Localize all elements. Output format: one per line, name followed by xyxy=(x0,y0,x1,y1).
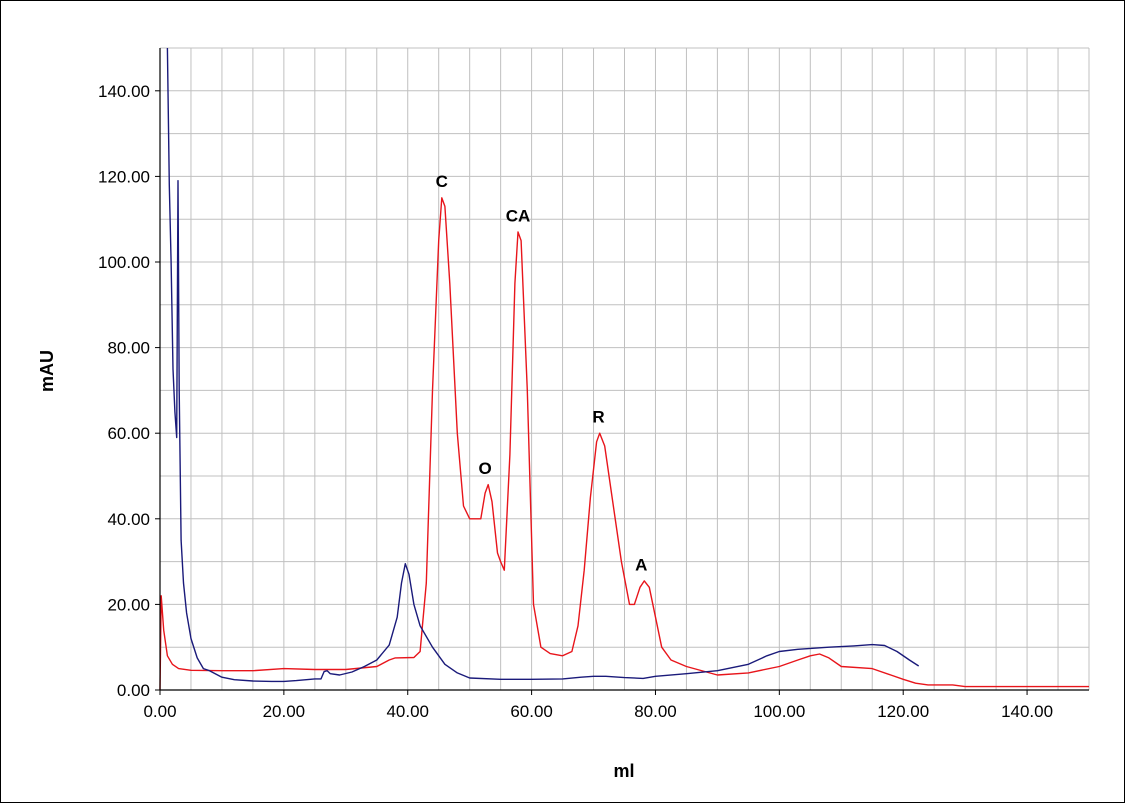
axes xyxy=(159,48,1089,691)
peak-label: A xyxy=(635,555,647,574)
y-tick-label: 60.00 xyxy=(107,424,150,443)
series-line-1 xyxy=(159,197,1089,691)
x-tick-label: 80.00 xyxy=(634,702,677,721)
y-tick-label: 100.00 xyxy=(98,253,150,272)
x-tick-label: 140.00 xyxy=(1001,702,1053,721)
y-tick-label: 40.00 xyxy=(107,510,150,529)
y-tick-label: 140.00 xyxy=(98,82,150,101)
y-tick-label: 20.00 xyxy=(107,595,150,614)
y-axis-title: mAU xyxy=(37,350,57,392)
y-tick-labels: 0.00 20.00 40.00 60.00 80.00 100.00 120.00 140.… xyxy=(98,82,160,700)
x-tick-label: 0.00 xyxy=(143,702,176,721)
y-tick-label: 120.00 xyxy=(98,167,150,186)
y-tick-label: 0.00 xyxy=(117,681,150,700)
x-tick-label: 60.00 xyxy=(510,702,553,721)
grid xyxy=(160,47,1090,690)
peak-label: O xyxy=(479,459,492,478)
series-layer xyxy=(159,47,1089,691)
x-tick-label: 100.00 xyxy=(753,702,805,721)
x-tick-label: 40.00 xyxy=(386,702,429,721)
peak-label: R xyxy=(592,408,604,427)
peak-label: CA xyxy=(506,206,531,225)
x-tick-labels: 0.00 20.00 40.00 60.00 80.00 100.00 120.00 140.… xyxy=(143,690,1053,721)
x-tick-label: 20.00 xyxy=(263,702,306,721)
x-tick-label: 120.00 xyxy=(877,702,929,721)
series-line-2 xyxy=(166,47,920,683)
peak-label: C xyxy=(436,172,448,191)
peak-labels: C CA O R A xyxy=(436,172,648,574)
y-tick-label: 80.00 xyxy=(107,339,150,358)
x-axis-title: ml xyxy=(613,761,634,781)
